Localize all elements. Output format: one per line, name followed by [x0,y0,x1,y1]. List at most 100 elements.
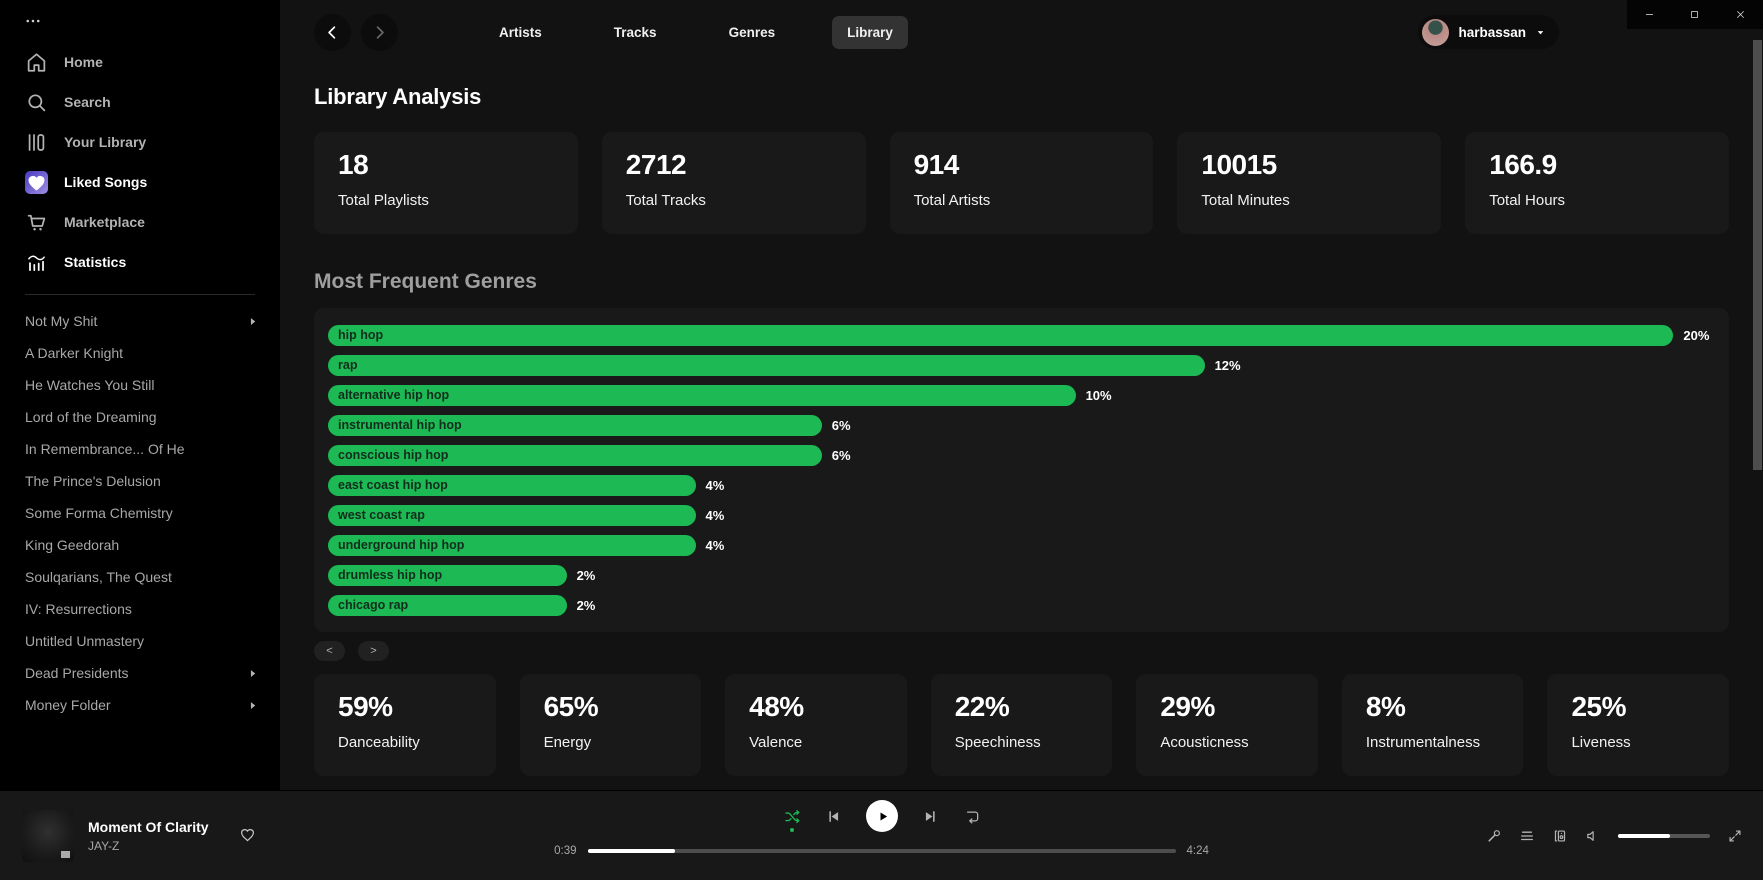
stat-card-value: 166.9 [1489,149,1557,180]
close-icon [1735,9,1746,20]
sidebar-item-your-library[interactable]: Your Library [0,122,280,162]
genre-bar-row: rap 12% [328,350,1715,380]
album-art[interactable] [22,809,74,862]
main-area: Artists Tracks Genres Library harbassan Lib… [280,0,1763,790]
playlist-item-money-folder[interactable]: Money Folder [0,689,280,721]
tab-artists[interactable]: Artists [484,16,557,49]
volume-icon [1585,828,1601,844]
repeat-button[interactable] [963,808,980,825]
close-button[interactable] [1718,0,1763,29]
lyrics-button[interactable] [1486,828,1502,844]
fullscreen-button[interactable] [1727,828,1743,844]
cart-icon [25,211,48,234]
mute-button[interactable] [1585,828,1601,844]
sidebar-item-search[interactable]: Search [0,82,280,122]
topbar: Artists Tracks Genres Library harbassan [280,0,1763,64]
playlist-label: Untitled Unmastery [25,633,145,649]
ellipsis-icon [24,12,42,30]
sidebar-item-liked-songs[interactable]: Liked Songs [0,162,280,202]
feature-card-label: Liveness [1571,734,1631,751]
shuffle-button[interactable] [784,808,801,825]
queue-button[interactable] [1519,828,1535,844]
maximize-button[interactable] [1672,0,1717,29]
genre-bar: rap [328,354,1205,376]
tab-genres[interactable]: Genres [714,16,791,49]
genre-bar-value: 4% [705,477,725,493]
track-info: Moment Of Clarity JAY-Z [88,819,209,853]
sidebar-item-home[interactable]: Home [0,42,280,82]
track-title[interactable]: Moment Of Clarity [88,818,209,835]
sidebar-item-marketplace[interactable]: Marketplace [0,202,280,242]
playlist-item-dead-presidents[interactable]: Dead Presidents [0,657,280,689]
playlist-item-lord-of-the-dreaming[interactable]: Lord of the Dreaming [0,401,280,433]
tab-library[interactable]: Library [832,15,908,49]
playlist-item-untitled-unmastery[interactable]: Untitled Unmastery [0,625,280,657]
playlist-item-iv-resurrections[interactable]: IV: Resurrections [0,593,280,625]
nav-back-button[interactable] [314,13,351,51]
nav-forward-button[interactable] [361,13,398,51]
genre-bar: east coast hip hop [328,474,696,496]
playlist-item-king-geedorah[interactable]: King Geedorah [0,529,280,561]
genre-bar-value: 4% [705,537,725,553]
feature-card-label: Speechiness [954,734,1041,751]
connect-device-button[interactable] [1552,828,1568,844]
feature-card-value: 25% [1571,691,1627,722]
feature-card-value: 59% [338,691,393,722]
genre-bar-label: instrumental hip hop [338,418,462,432]
caret-down-icon [1535,27,1546,38]
playlist-item-in-remembrance-of-he[interactable]: In Remembrance... Of He [0,433,280,465]
stat-card-value: 18 [338,149,369,180]
sidebar-item-statistics[interactable]: Statistics [0,242,280,282]
feature-card-label: Acousticness [1160,734,1249,751]
genres-next-page-button[interactable]: > [358,641,389,661]
minimize-button[interactable] [1627,0,1672,29]
sidebar-item-label: Search [64,94,111,110]
scrollbar-thumb[interactable] [1753,40,1762,470]
chevron-left-icon [324,24,341,41]
playlist-label: Dead Presidents [25,665,129,681]
lyrics-mic-icon [1486,828,1502,844]
playlist-item-the-prince-s-delusion[interactable]: The Prince's Delusion [0,465,280,497]
window-controls [1627,0,1763,29]
genre-bar-row: hip hop 20% [328,320,1715,350]
playlist-item-he-watches-you-still[interactable]: He Watches You Still [0,369,280,401]
feature-card-label: Danceability [338,734,420,751]
stats-icon [25,251,48,274]
app-menu-button[interactable] [0,8,280,34]
progress-bar[interactable] [587,849,1176,853]
play-button[interactable] [865,800,898,832]
track-artist[interactable]: JAY-Z [88,838,120,853]
playlist-label: Not My Shit [25,313,98,329]
next-button[interactable] [922,808,939,825]
playlist-item-soulqarians-the-quest[interactable]: Soulqarians, The Quest [0,561,280,593]
avatar [1422,18,1450,46]
playlist-label: The Prince's Delusion [25,473,161,489]
feature-card-value: 48% [749,691,804,722]
genre-bar-row: instrumental hip hop 6% [328,410,1715,440]
playlist-label: Lord of the Dreaming [25,409,157,425]
heart-icon [239,826,256,843]
genre-bar-value: 2% [576,597,596,613]
player-center: 0:39 4:24 [549,800,1215,857]
like-button[interactable] [239,826,256,846]
stats-tabs: Artists Tracks Genres Library [484,15,908,49]
tab-tracks[interactable]: Tracks [599,16,672,49]
play-icon [875,809,890,824]
genres-section-title: Most Frequent Genres [314,270,537,293]
genre-bar: chicago rap [328,594,567,616]
previous-button[interactable] [825,808,842,825]
feature-card-value: 65% [543,691,599,722]
genre-bar-value: 20% [1683,327,1710,343]
user-menu[interactable]: harbassan [1418,15,1559,49]
genres-prev-page-button[interactable]: < [314,641,345,661]
genre-bar-value: 2% [576,567,596,583]
stat-card: 10015 Total Minutes [1177,132,1442,234]
stat-cards-row: 18 Total Playlists 2712 Total Tracks 914 Tota… [314,132,1729,234]
volume-slider[interactable] [1618,833,1710,838]
playlist-item-a-darker-knight[interactable]: A Darker Knight [0,337,280,369]
feature-card-label: Energy [543,734,592,751]
playlist-item-not-my-shit[interactable]: Not My Shit [0,305,280,337]
feature-card: 59% Danceability [314,674,496,776]
stat-card-value: 2712 [625,149,687,180]
playlist-item-some-forma-chemistry[interactable]: Some Forma Chemistry [0,497,280,529]
